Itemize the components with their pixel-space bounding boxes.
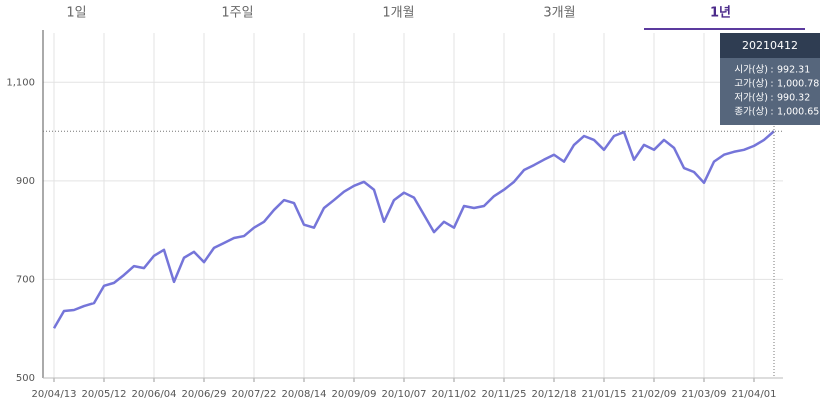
x-tick-label: 20/07/22: [232, 389, 277, 400]
tooltip-header: [720, 33, 820, 58]
tooltip-value: 990.32: [777, 93, 810, 104]
tooltip-value: 1,000.78: [777, 79, 819, 90]
tooltip-value: 992.31: [777, 65, 810, 76]
x-tick-label: 20/06/04: [132, 389, 177, 400]
price-line: [52, 130, 775, 329]
x-tick-label: 20/06/29: [182, 389, 227, 400]
tab[interactable]: [0, 0, 161, 30]
y-tick-label: 1,100: [6, 77, 35, 88]
x-tick-label: 20/10/07: [382, 389, 427, 400]
tooltip-body: [720, 58, 820, 125]
tab[interactable]: [322, 0, 483, 30]
x-tick-label: 20/04/13: [32, 389, 77, 400]
x-tick-label: 21/02/09: [632, 389, 677, 400]
tooltip-separator: :: [770, 93, 773, 104]
tab-label[interactable]: 1년: [710, 6, 731, 21]
tab-label[interactable]: 1개월: [382, 6, 414, 21]
tab[interactable]: [161, 0, 322, 30]
tooltip-value: 1,000.65: [777, 107, 819, 118]
x-tick-label: 20/12/18: [532, 389, 577, 400]
tooltip-label: 종가(상): [734, 107, 768, 118]
x-tick-label: 20/11/02: [432, 389, 477, 400]
tooltip-separator: :: [770, 79, 773, 90]
y-tick-label: 700: [16, 274, 35, 285]
x-tick-label: 21/01/15: [582, 389, 627, 400]
x-tick-label: 21/03/09: [682, 389, 727, 400]
tab-label[interactable]: 1일: [66, 6, 86, 21]
tooltip-date: 20210412: [742, 39, 798, 52]
y-tick-label: 900: [16, 176, 35, 187]
tab-underline: [644, 28, 805, 30]
x-tick-label: 20/11/25: [482, 389, 527, 400]
x-tick-label: 20/09/09: [332, 389, 377, 400]
x-tick-label: 21/04/01: [732, 389, 777, 400]
tooltip-separator: :: [770, 65, 773, 76]
tab[interactable]: [644, 0, 805, 30]
tooltip-separator: :: [770, 107, 773, 118]
tooltip-label: 저가(상): [734, 93, 768, 104]
tab-label[interactable]: 3개월: [543, 6, 575, 21]
tab[interactable]: [483, 0, 644, 30]
tooltip-label: 고가(상): [734, 79, 768, 90]
tooltip-label: 시가(상): [734, 65, 768, 76]
y-tick-label: 500: [16, 373, 35, 384]
x-tick-label: 20/08/14: [282, 389, 327, 400]
x-tick-label: 20/05/12: [82, 389, 127, 400]
tab-label[interactable]: 1주일: [221, 6, 253, 21]
